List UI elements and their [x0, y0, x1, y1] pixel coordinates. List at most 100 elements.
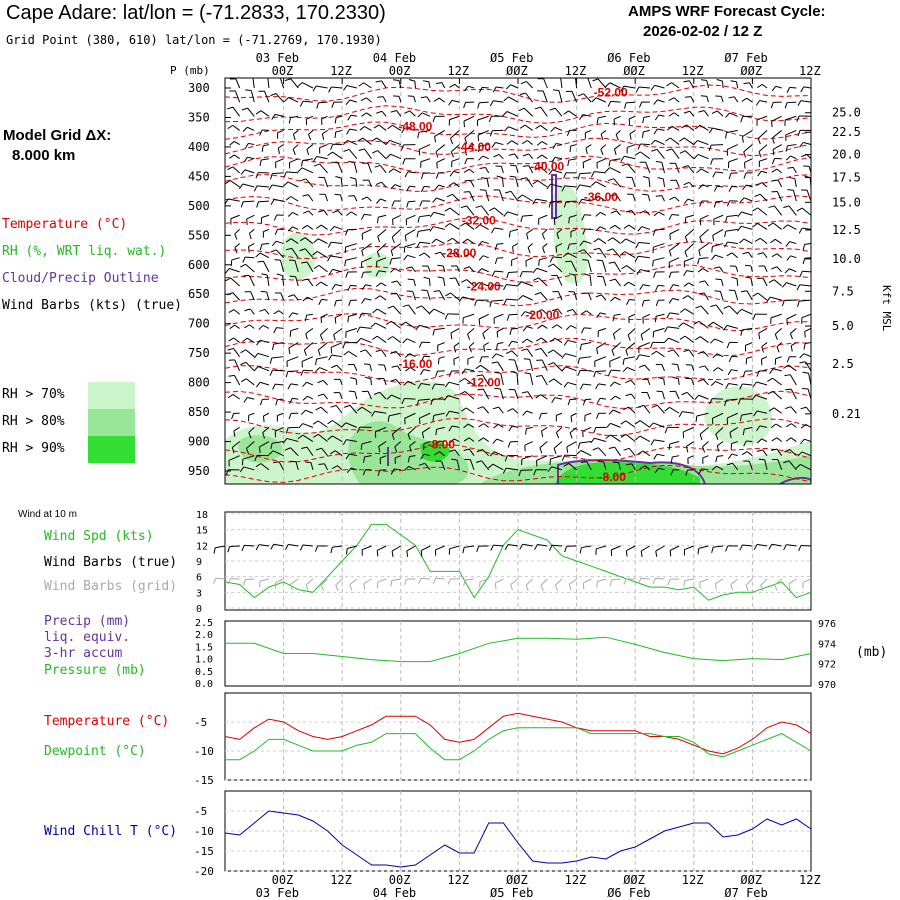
wind-barb-flag: [767, 390, 774, 395]
wind-barb: [498, 406, 504, 414]
wind-barb: [629, 115, 636, 120]
wind-barb-flag: [287, 226, 293, 232]
wind-barb-flag: [553, 218, 556, 225]
surface-wind-barb-flag: [798, 545, 802, 552]
wind-barb-flag: [546, 183, 551, 190]
wind-barb: [808, 373, 811, 386]
wind-barb: [673, 349, 680, 358]
wind-barb-flag: [432, 197, 437, 203]
wind-barb: [777, 179, 783, 188]
wind-barb: [584, 327, 592, 329]
wind-barb: [509, 228, 519, 232]
wind-barb: [320, 224, 328, 230]
wind-barb-flag: [607, 178, 614, 182]
wind-barb: [788, 205, 797, 216]
wind-barb-flag: [211, 296, 215, 300]
surface-wind-barb: [537, 544, 548, 547]
pressure-tick-label: 650: [188, 287, 210, 301]
wind-barb: [412, 291, 416, 301]
wind-barb: [661, 364, 665, 372]
wind-barb: [288, 97, 299, 103]
wind-barb-flag: [728, 186, 733, 192]
wind-barb: [266, 274, 270, 287]
wind-barb: [306, 446, 314, 456]
wind-barb: [322, 380, 328, 386]
wind-barb: [225, 341, 226, 343]
wind-barb: [273, 342, 284, 345]
wind-barb: [275, 158, 284, 163]
wind-barb: [706, 80, 709, 89]
isotherm-label: -16.00: [398, 357, 432, 371]
wind-barb: [306, 313, 313, 316]
wind-barb-flag: [394, 446, 398, 453]
wind-barb-flag: [362, 456, 366, 463]
wind-barb: [771, 115, 782, 122]
wind-barb-flag: [271, 114, 276, 120]
wind-barb-flag: [256, 201, 259, 208]
wind-barb-flag: [289, 398, 293, 404]
wind-barb-flag: [507, 408, 513, 412]
wind-barb: [756, 410, 768, 414]
wind-barb-flag: [393, 95, 400, 97]
wind-barb: [422, 426, 431, 433]
wind-barb-flag: [725, 216, 728, 223]
wind-barb: [609, 167, 621, 174]
wind-barb: [273, 198, 284, 202]
grid-wind-barb-flag: [568, 584, 572, 591]
wind-barb: [587, 78, 592, 89]
legend-temp-line: Temperature (°C): [44, 714, 170, 729]
wind-barb: [259, 381, 270, 386]
wind-barb: [394, 455, 401, 459]
wind-barb-flag: [332, 210, 339, 214]
wind-barb-flag: [699, 434, 703, 441]
wind-barb: [613, 328, 621, 335]
wind-barb: [437, 342, 445, 346]
wind-barb-flag: [316, 224, 322, 229]
wind-barb: [579, 172, 592, 175]
wind-barb: [409, 353, 416, 358]
wind-barb-flag: [728, 96, 735, 99]
wind-barb: [322, 130, 328, 135]
wind-barb: [690, 378, 695, 386]
wind-barb: [728, 383, 738, 386]
wind-barb: [286, 356, 299, 362]
wind-barb: [773, 407, 782, 414]
wind-barb-flag: [518, 470, 522, 477]
wind-barb: [377, 150, 387, 160]
wind-barb: [512, 243, 519, 247]
wind-barb-flag: [229, 154, 235, 159]
wind-barb-flag: [512, 246, 514, 253]
wind-barb: [243, 466, 255, 471]
wind-barb: [599, 397, 606, 400]
wind-barb-flag: [561, 366, 567, 372]
wind-barb-flag: [302, 194, 309, 197]
wind-barb-flag: [785, 155, 791, 161]
wind-barb-flag: [254, 455, 258, 462]
wind-barb: [550, 455, 563, 460]
wind-barb: [525, 92, 534, 103]
wind-barb: [553, 362, 563, 372]
wind-barb: [585, 144, 592, 149]
wind-barb-flag: [372, 308, 378, 314]
grid-wind-barb: [435, 577, 445, 580]
wind-barb-flag: [536, 141, 543, 146]
wind-barb-flag: [636, 269, 641, 275]
wind-barb-flag: [800, 438, 805, 445]
wind-barb-flag: [739, 197, 745, 203]
bottom-time-label: 12Z: [447, 873, 469, 887]
wind-barb: [225, 299, 226, 301]
wind-barb: [602, 276, 607, 287]
wind-barb: [469, 253, 475, 259]
wind-barb: [554, 156, 563, 160]
wind-barb: [801, 313, 811, 319]
bottom-time-label: ØØZ: [740, 873, 762, 887]
wind-barb: [787, 224, 797, 230]
wind-barb-flag: [358, 82, 364, 87]
wind-barb: [589, 275, 592, 287]
wind-barb-flag: [577, 442, 581, 449]
wind-barb: [366, 112, 372, 117]
wind-barb-flag: [431, 383, 436, 390]
wind-barb-flag: [346, 128, 351, 135]
wind-barb: [408, 200, 416, 203]
legend-rh80-swatch: [88, 409, 135, 436]
